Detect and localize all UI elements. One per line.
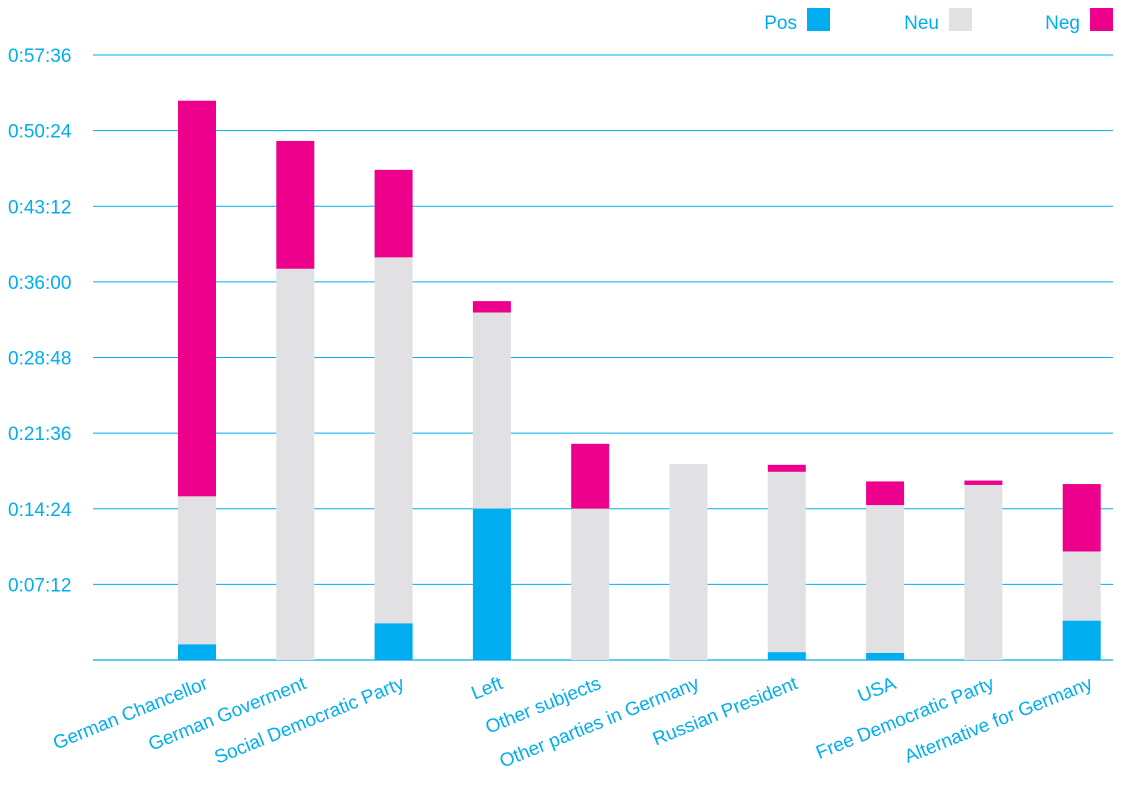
bar-segment-neg xyxy=(375,170,413,258)
bar-segment-pos xyxy=(178,644,216,660)
bar-segment-neu xyxy=(670,464,708,660)
x-category-label: Social Democratic Party xyxy=(212,673,408,769)
bar-segment-neg xyxy=(1063,484,1101,551)
y-tick-label: 0:36:00 xyxy=(8,273,71,294)
bar-segment-neu xyxy=(866,505,904,653)
legend-swatch-pos xyxy=(807,8,830,31)
bar-segment-neu xyxy=(178,496,216,644)
bar-segment-pos xyxy=(375,623,413,660)
y-tick-label: 0:43:12 xyxy=(8,197,71,218)
bar-segment-neu xyxy=(375,257,413,623)
x-category-label: USA xyxy=(855,673,899,707)
bar-segment-neg xyxy=(276,141,314,269)
y-tick-label: 0:07:12 xyxy=(8,575,71,596)
y-tick-label: 0:57:36 xyxy=(8,46,71,67)
bar-segment-neg xyxy=(964,481,1002,485)
bar-segment-neu xyxy=(571,509,609,660)
legend-swatch-neu xyxy=(949,8,972,31)
bar-segment-neg xyxy=(571,444,609,509)
bar-segment-neg xyxy=(768,465,806,472)
legend-label-pos: Pos xyxy=(764,13,797,34)
y-tick-label: 0:28:48 xyxy=(8,349,71,370)
bar-segment-neg xyxy=(866,481,904,505)
bar-segment-neu xyxy=(1063,551,1101,620)
bar-segment-neg xyxy=(473,301,511,312)
bar-segment-pos xyxy=(866,653,904,660)
bars xyxy=(178,101,1101,660)
bar-segment-neg xyxy=(178,101,216,497)
x-category-label: Alternative for Germany xyxy=(902,673,1096,768)
bar-segment-neu xyxy=(964,485,1002,660)
bar-segment-pos xyxy=(1063,621,1101,660)
legend-swatch-neg xyxy=(1090,8,1113,31)
bar-segment-neu xyxy=(768,472,806,652)
bar-segment-neu xyxy=(473,313,511,509)
x-category-label: Left xyxy=(469,673,507,705)
bar-segment-pos xyxy=(768,652,806,660)
y-tick-label: 0:14:24 xyxy=(8,500,72,521)
y-tick-label: 0:21:36 xyxy=(8,424,71,445)
x-category-label: German Chancellor xyxy=(50,673,211,754)
bar-segment-neu xyxy=(276,269,314,660)
y-tick-label: 0:50:24 xyxy=(8,122,72,143)
legend-label-neu: Neu xyxy=(904,13,939,34)
legend: Pos Neu Neg xyxy=(764,8,1113,34)
y-axis-tick-labels: 0:57:36 0:50:24 0:43:12 0:36:00 0:28:48 0:21:… xyxy=(8,46,72,596)
bar-segment-pos xyxy=(473,509,511,660)
legend-label-neg: Neg xyxy=(1045,13,1080,34)
